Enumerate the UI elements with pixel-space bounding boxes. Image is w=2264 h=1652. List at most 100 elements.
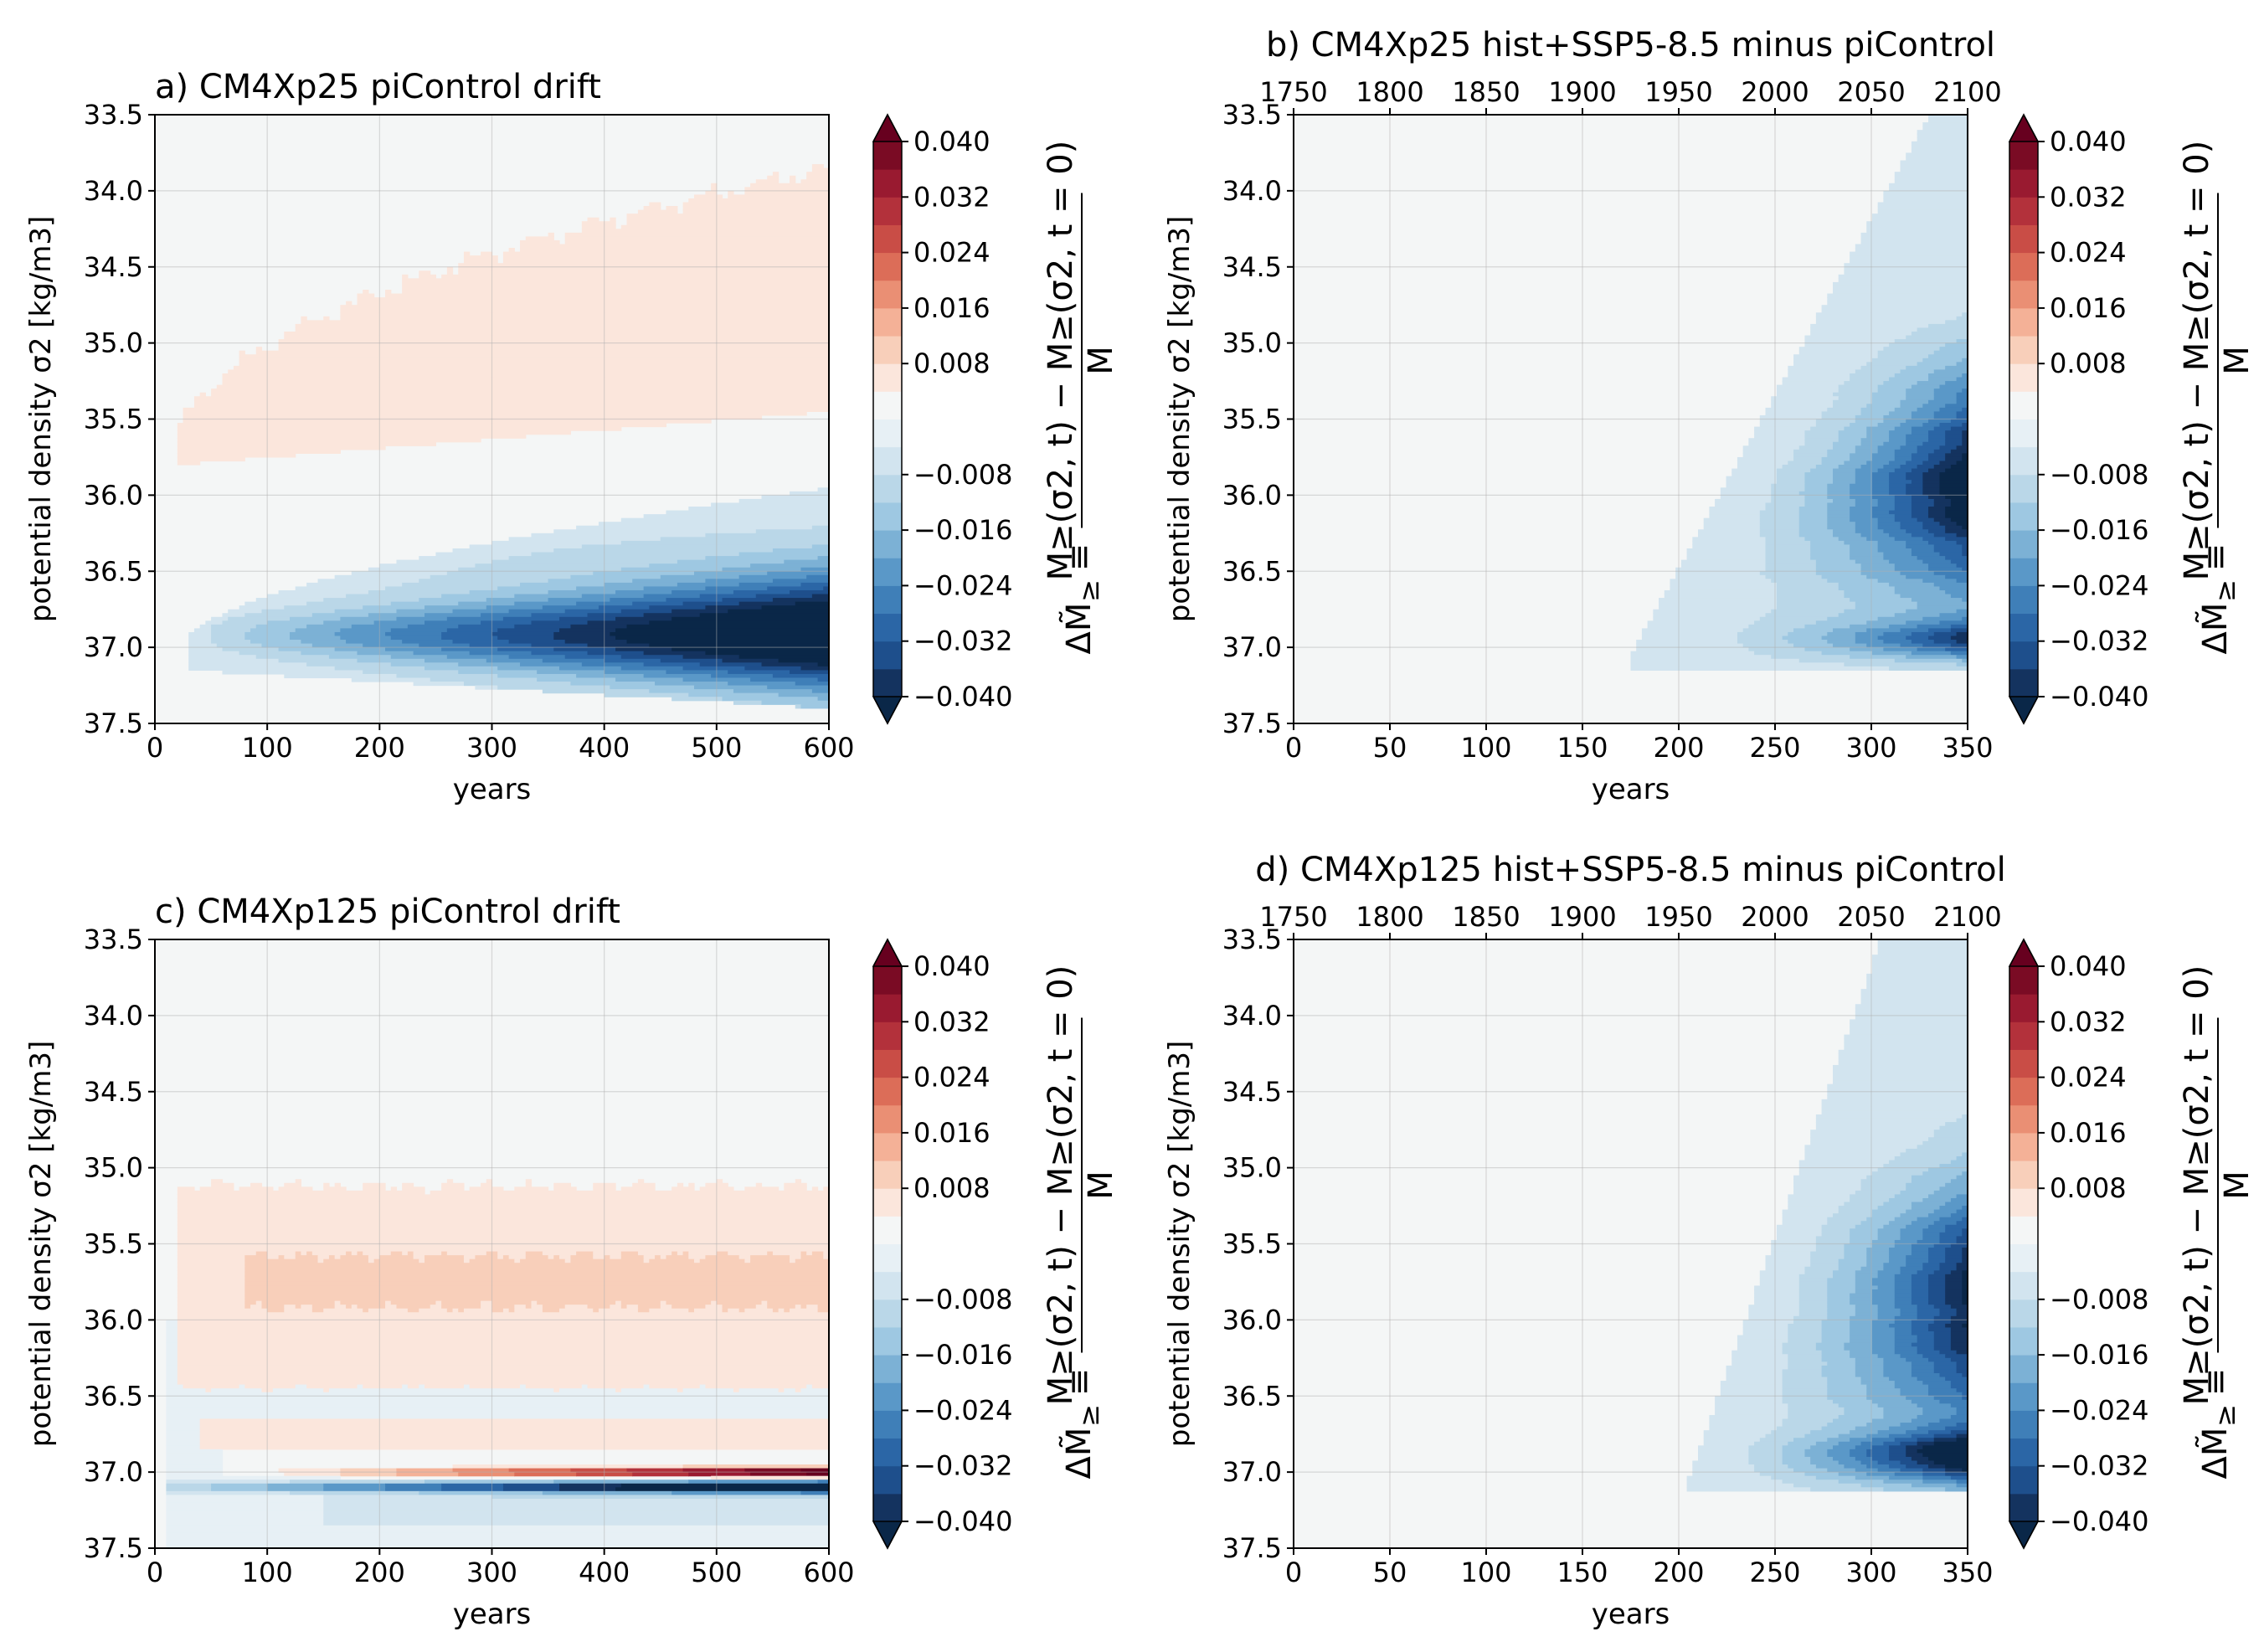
contour-cell	[1860, 1186, 1906, 1191]
contour-cell	[1821, 1106, 1968, 1112]
contour-cell	[166, 1339, 178, 1344]
contour-cell	[1933, 548, 1963, 553]
contour-cell	[1883, 1411, 1923, 1416]
contour-cell	[1815, 316, 1958, 321]
contour-cell	[469, 651, 533, 656]
contour-cell	[1765, 1433, 1806, 1438]
contour-cell	[688, 1182, 695, 1187]
contour-cell	[1850, 598, 1912, 603]
contour-cell	[481, 613, 533, 618]
contour-cell	[570, 624, 628, 629]
contour-cell	[323, 1186, 347, 1191]
contour-cell	[1950, 1327, 1968, 1332]
contour-cell	[1838, 1460, 1862, 1465]
contour-cell	[1754, 1300, 1800, 1305]
contour-cell	[1933, 1331, 1952, 1336]
contour-cell	[239, 350, 245, 355]
contour-cell	[1703, 522, 1761, 527]
contour-cell	[1883, 465, 1901, 470]
contour-cell	[520, 582, 605, 588]
contour-cell	[1906, 1148, 1968, 1154]
contour-cell	[1911, 1221, 1935, 1226]
x-tick-label: 150	[1556, 1557, 1608, 1588]
contour-cell	[166, 1480, 291, 1485]
contour-cell	[177, 1350, 829, 1355]
contour-cell	[1804, 1449, 1828, 1454]
contour-cell	[363, 1182, 386, 1187]
contour-cell	[1827, 1381, 1862, 1386]
contour-cell	[1928, 628, 1952, 633]
contour-cell	[1850, 1031, 1968, 1036]
contour-cell	[424, 658, 487, 663]
contour-cell	[1939, 552, 1963, 557]
contour-cell	[1844, 1346, 1873, 1351]
colorbar-tick-label: −0.032	[2050, 625, 2148, 657]
contour-cell	[177, 1224, 829, 1229]
contour-cell	[1866, 985, 1968, 990]
contour-cell	[1911, 507, 1929, 512]
contour-cell	[284, 1472, 341, 1477]
contour-cell	[1793, 628, 1834, 633]
y-tick-label: 34.5	[1222, 251, 1282, 283]
contour-cell	[1833, 441, 1862, 446]
contour-cell	[469, 1258, 515, 1263]
contour-cell	[1821, 636, 1856, 641]
contour-cell	[1956, 445, 1968, 450]
colorbar-bin	[2009, 1022, 2038, 1050]
contour-cell	[351, 1251, 358, 1256]
contour-cell	[1928, 453, 1946, 458]
contour-cell	[244, 1258, 319, 1263]
contour-cell	[733, 589, 790, 595]
contour-cell	[1950, 1381, 1968, 1386]
contour-cell	[1928, 529, 1946, 534]
contour-cell	[1928, 567, 1963, 572]
contour-cell	[1776, 605, 1856, 610]
contour-cell	[1939, 476, 1968, 481]
contour-cell	[1788, 373, 1850, 378]
contour-cell	[1906, 636, 1929, 641]
contour-cell	[1860, 1377, 1890, 1382]
contour-cell	[1894, 537, 1923, 542]
contour-cell	[1833, 533, 1862, 538]
contour-cell	[542, 1490, 672, 1495]
contour-cell	[502, 616, 560, 621]
x-tick-label: 200	[354, 732, 405, 764]
contour-cell	[1815, 1248, 1845, 1253]
contour-cell	[351, 1305, 358, 1310]
x-tick-label: 200	[354, 1557, 405, 1588]
contour-cell	[1686, 556, 1767, 561]
contour-cell	[1782, 1399, 1834, 1404]
contour-cell	[1804, 502, 1828, 507]
y-tick-label: 36.5	[1222, 1380, 1282, 1412]
contour-cell	[508, 1468, 572, 1473]
contour-cell	[581, 594, 645, 599]
contour-cell	[1962, 1278, 1968, 1283]
contour-cell	[1962, 373, 1968, 378]
contour-cell	[1782, 1369, 1823, 1374]
contour-cell	[1866, 1423, 1901, 1428]
contour-cell	[1928, 540, 1958, 546]
colorbar-bin	[873, 1326, 902, 1356]
contour-cell	[1894, 179, 1968, 184]
contour-cell	[1889, 183, 1968, 188]
contour-cell	[177, 1289, 245, 1294]
contour-cell	[666, 1300, 712, 1305]
contour-cell	[323, 1498, 829, 1504]
contour-cell	[750, 183, 829, 188]
contour-cell	[1906, 1464, 1929, 1469]
contour-cell	[1956, 1423, 1968, 1428]
x-tick-label: 100	[1460, 1557, 1511, 1588]
contour-cell	[1804, 472, 1834, 477]
contour-cell	[1945, 1182, 1968, 1187]
contour-cell	[1844, 263, 1968, 268]
contour-cell	[390, 1300, 437, 1305]
contour-cell	[199, 1426, 829, 1431]
contour-cell	[1782, 1213, 1834, 1218]
contour-cell	[1962, 423, 1968, 428]
contour-cell	[525, 1255, 549, 1260]
contour-cell	[239, 362, 829, 367]
contour-cell	[1821, 1369, 1856, 1374]
contour-cell	[1759, 514, 1800, 519]
top-tick-label: 2050	[1837, 901, 1905, 933]
contour-cell	[1911, 1297, 1929, 1302]
